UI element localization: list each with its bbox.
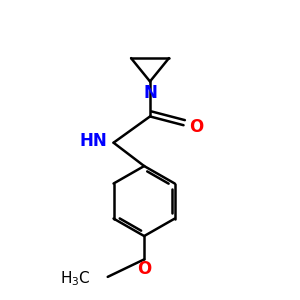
Text: HN: HN xyxy=(80,132,108,150)
Text: $\mathregular{H_3C}$: $\mathregular{H_3C}$ xyxy=(59,269,90,288)
Text: N: N xyxy=(143,84,157,102)
Text: O: O xyxy=(189,118,204,136)
Text: O: O xyxy=(137,260,151,278)
